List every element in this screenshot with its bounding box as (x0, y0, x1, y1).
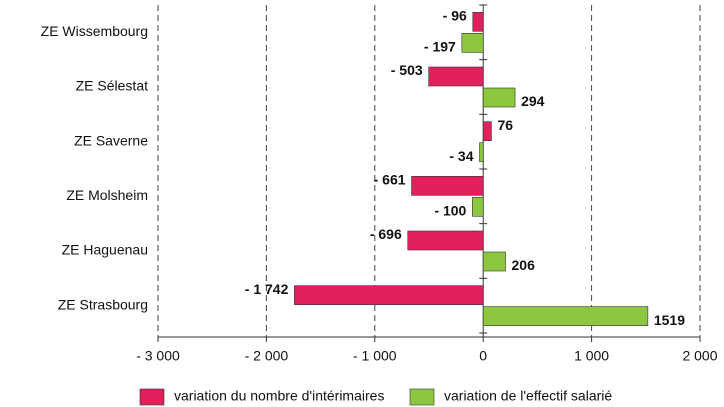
value-label: 1519 (654, 312, 685, 328)
value-label: - 197 (424, 39, 456, 55)
y-tick-label: ZE Wissembourg (41, 23, 148, 39)
bar (482, 121, 492, 141)
value-label: 76 (497, 117, 513, 133)
bar (428, 66, 484, 87)
y-tick-label: ZE Haguenau (62, 242, 148, 258)
legend-label: variation de l'effectif salarié (444, 388, 612, 404)
bar (407, 230, 484, 251)
value-label: - 100 (434, 203, 466, 219)
x-tick-label: 0 (479, 348, 487, 364)
bar (482, 251, 506, 272)
value-label: - 34 (449, 148, 473, 164)
x-tick-label: - 3 000 (136, 348, 180, 364)
bar (411, 176, 484, 196)
value-label: - 696 (370, 226, 402, 242)
y-tick-label: ZE Strasbourg (58, 296, 148, 312)
value-label: - 1 742 (245, 281, 289, 297)
value-label: 294 (521, 93, 545, 109)
bar (472, 197, 484, 217)
x-tick-label: - 1 000 (353, 348, 397, 364)
bar (479, 142, 484, 162)
y-tick-label: ZE Sélestat (76, 78, 148, 94)
bar (294, 285, 484, 305)
value-label: 206 (512, 257, 536, 273)
value-label: - 661 (374, 172, 406, 188)
x-tick-label: - 2 000 (245, 348, 289, 364)
legend-label: variation du nombre d'intérimaires (174, 388, 384, 404)
x-tick-label: 2 000 (682, 348, 717, 364)
bar (482, 87, 516, 108)
legend-swatch (139, 388, 165, 406)
x-tick-label: 1 000 (574, 348, 609, 364)
bar (482, 306, 649, 326)
value-label: - 96 (443, 8, 467, 24)
y-tick-label: ZE Saverne (74, 132, 148, 148)
bar (461, 33, 484, 53)
y-tick-label: ZE Molsheim (66, 187, 148, 203)
legend-swatch (409, 388, 435, 406)
value-label: - 503 (391, 62, 423, 78)
bar (472, 12, 484, 32)
